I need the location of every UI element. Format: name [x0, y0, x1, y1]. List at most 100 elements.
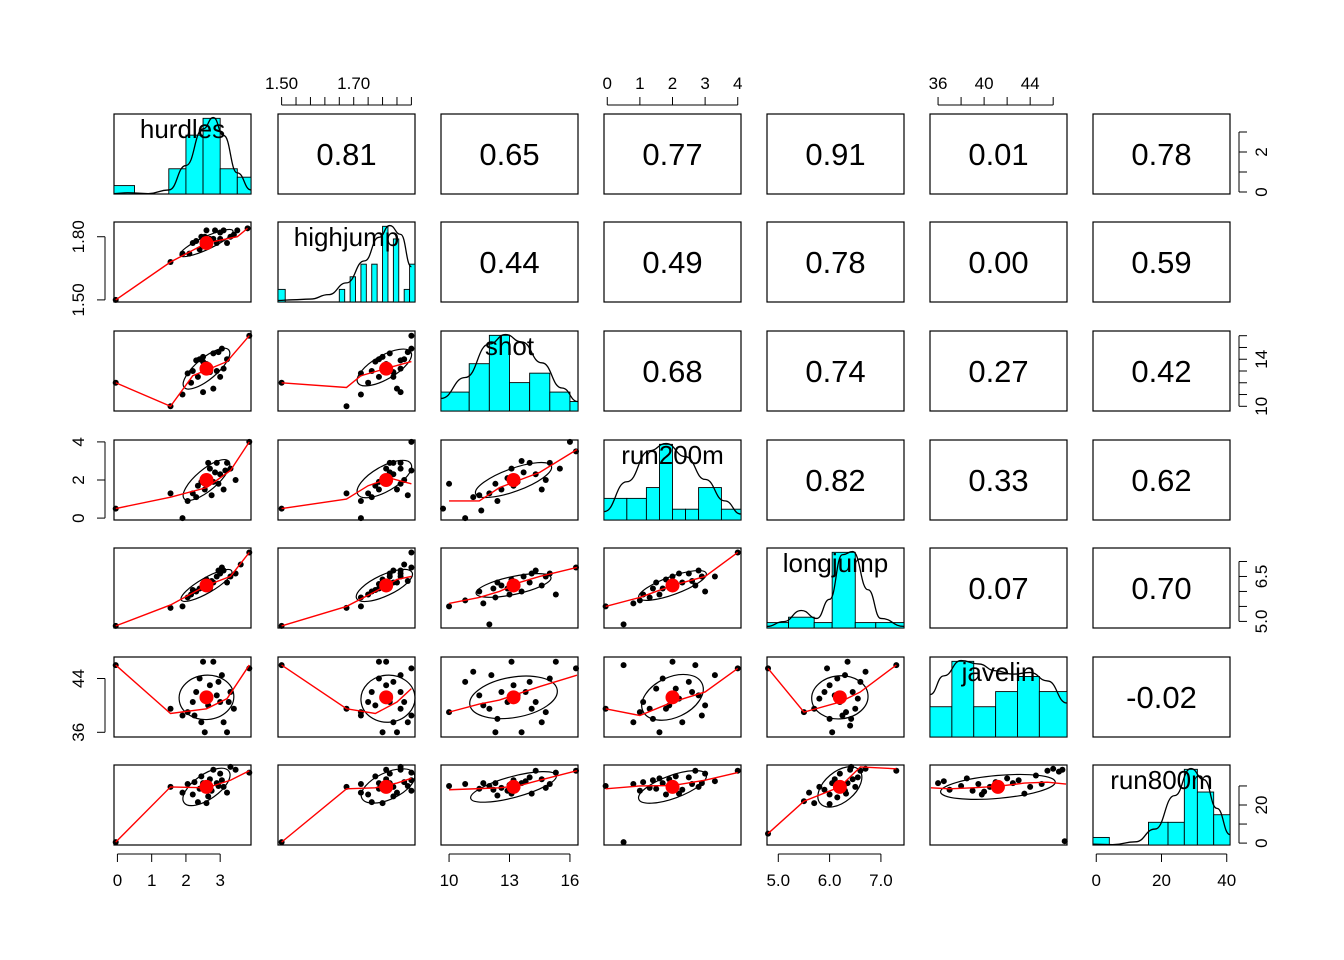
data-point: [203, 227, 210, 234]
centroid-point: [199, 473, 214, 487]
correlation-label: 0.78: [1131, 137, 1191, 172]
correlation-label: 0.00: [968, 245, 1028, 280]
data-point: [357, 603, 364, 610]
data-point: [847, 722, 854, 729]
right-tick-label: 10: [1252, 397, 1271, 416]
panels-layer: 0.81 0.65 0.77 0.91 0.01 0.78 0.44 0.49 0.78 0.00…: [112, 113, 1231, 846]
scatter-highjump-vs-hurdles: [112, 225, 251, 303]
histogram-bar: [995, 691, 1018, 738]
loess-fit-line: [115, 335, 250, 408]
histogram-bar: [382, 225, 389, 303]
data-point: [408, 712, 415, 719]
density-curve: [113, 116, 252, 195]
histogram-bar: [529, 372, 551, 412]
data-point: [357, 391, 364, 398]
data-point: [375, 373, 382, 380]
data-point: [191, 779, 198, 786]
loess-fit-line: [115, 552, 250, 627]
histogram-bar: [659, 443, 673, 521]
left-tick-label: 4: [69, 437, 88, 446]
panel-frame-run800m-run200m: [603, 764, 742, 846]
scatter-run800m-vs-javelin: [930, 765, 1068, 845]
data-point: [217, 229, 224, 236]
data-point: [494, 579, 501, 586]
data-point: [602, 782, 609, 789]
data-point: [978, 791, 985, 798]
data-point: [806, 789, 813, 796]
data-point: [230, 231, 237, 238]
data-point: [546, 675, 553, 682]
data-point: [462, 781, 469, 788]
histogram-bar: [1167, 821, 1185, 846]
left-tick-label: 36: [69, 723, 88, 742]
centroid-point: [832, 690, 847, 705]
data-point: [397, 459, 404, 466]
histogram-bar: [929, 706, 953, 738]
data-point: [365, 791, 372, 798]
correlation-label: 0.68: [642, 354, 702, 389]
data-point: [494, 715, 501, 722]
data-point: [620, 839, 627, 846]
panel-frame-hurdles-run200m: [603, 113, 742, 195]
confidence-ellipse: [178, 674, 235, 721]
data-point: [232, 766, 239, 773]
data-point: [379, 800, 386, 807]
correlation-label: 0.81: [316, 137, 376, 172]
data-point: [212, 227, 219, 234]
data-point: [193, 494, 200, 501]
correlation-label: 0.01: [968, 137, 1028, 172]
data-point: [200, 389, 207, 396]
histogram-highjump: highjump: [277, 222, 416, 303]
data-point: [659, 780, 666, 787]
data-point: [194, 482, 201, 489]
scatter-run200m-vs-highjump: [278, 438, 415, 522]
data-point: [826, 801, 833, 808]
loess-fit-line: [281, 360, 412, 389]
panel-frame-hurdles-longjump: [766, 113, 905, 195]
right-tick-label: 0: [1252, 187, 1271, 196]
data-point: [446, 782, 453, 789]
panel-frame-longjump-shot: [440, 547, 579, 629]
data-point: [210, 385, 217, 392]
data-point: [1044, 767, 1051, 774]
data-point: [508, 658, 515, 665]
scatter-run800m-vs-run200m: [602, 767, 741, 846]
data-point: [184, 370, 191, 377]
data-point: [365, 490, 372, 497]
data-point: [198, 719, 205, 726]
data-point: [816, 695, 823, 702]
data-point: [486, 782, 493, 789]
data-point: [672, 773, 679, 780]
density-curve: [929, 659, 1068, 704]
data-point: [528, 705, 535, 712]
data-point: [179, 603, 186, 610]
data-point: [656, 729, 663, 736]
data-point: [698, 712, 705, 719]
data-point: [649, 715, 656, 722]
top-tick-label: 36: [929, 74, 948, 93]
data-point: [390, 471, 397, 478]
centroid-point: [199, 361, 214, 376]
histogram-bar: [549, 391, 571, 412]
histogram-bar: [168, 168, 187, 195]
data-point: [526, 579, 533, 586]
data-point: [234, 227, 241, 234]
top-tick-label: 40: [975, 74, 994, 93]
data-point: [490, 585, 497, 592]
data-point: [711, 672, 718, 679]
centroid-point: [379, 473, 394, 487]
data-point: [656, 591, 663, 598]
bottom-tick-label: 40: [1217, 871, 1236, 890]
variable-label-run800m: run800m: [1110, 765, 1213, 795]
data-point: [368, 688, 375, 695]
density-curve: [277, 224, 413, 302]
panel-frame-shot-hurdles: [113, 330, 252, 412]
data-point: [404, 492, 411, 499]
right-tick-label: 20: [1252, 796, 1271, 815]
scatter-javelin-vs-longjump: [765, 658, 900, 736]
panel-frame-hurdles-javelin: [929, 113, 1068, 195]
data-point: [196, 675, 203, 682]
data-point: [462, 678, 469, 685]
data-point: [404, 782, 411, 789]
data-point: [857, 678, 864, 685]
